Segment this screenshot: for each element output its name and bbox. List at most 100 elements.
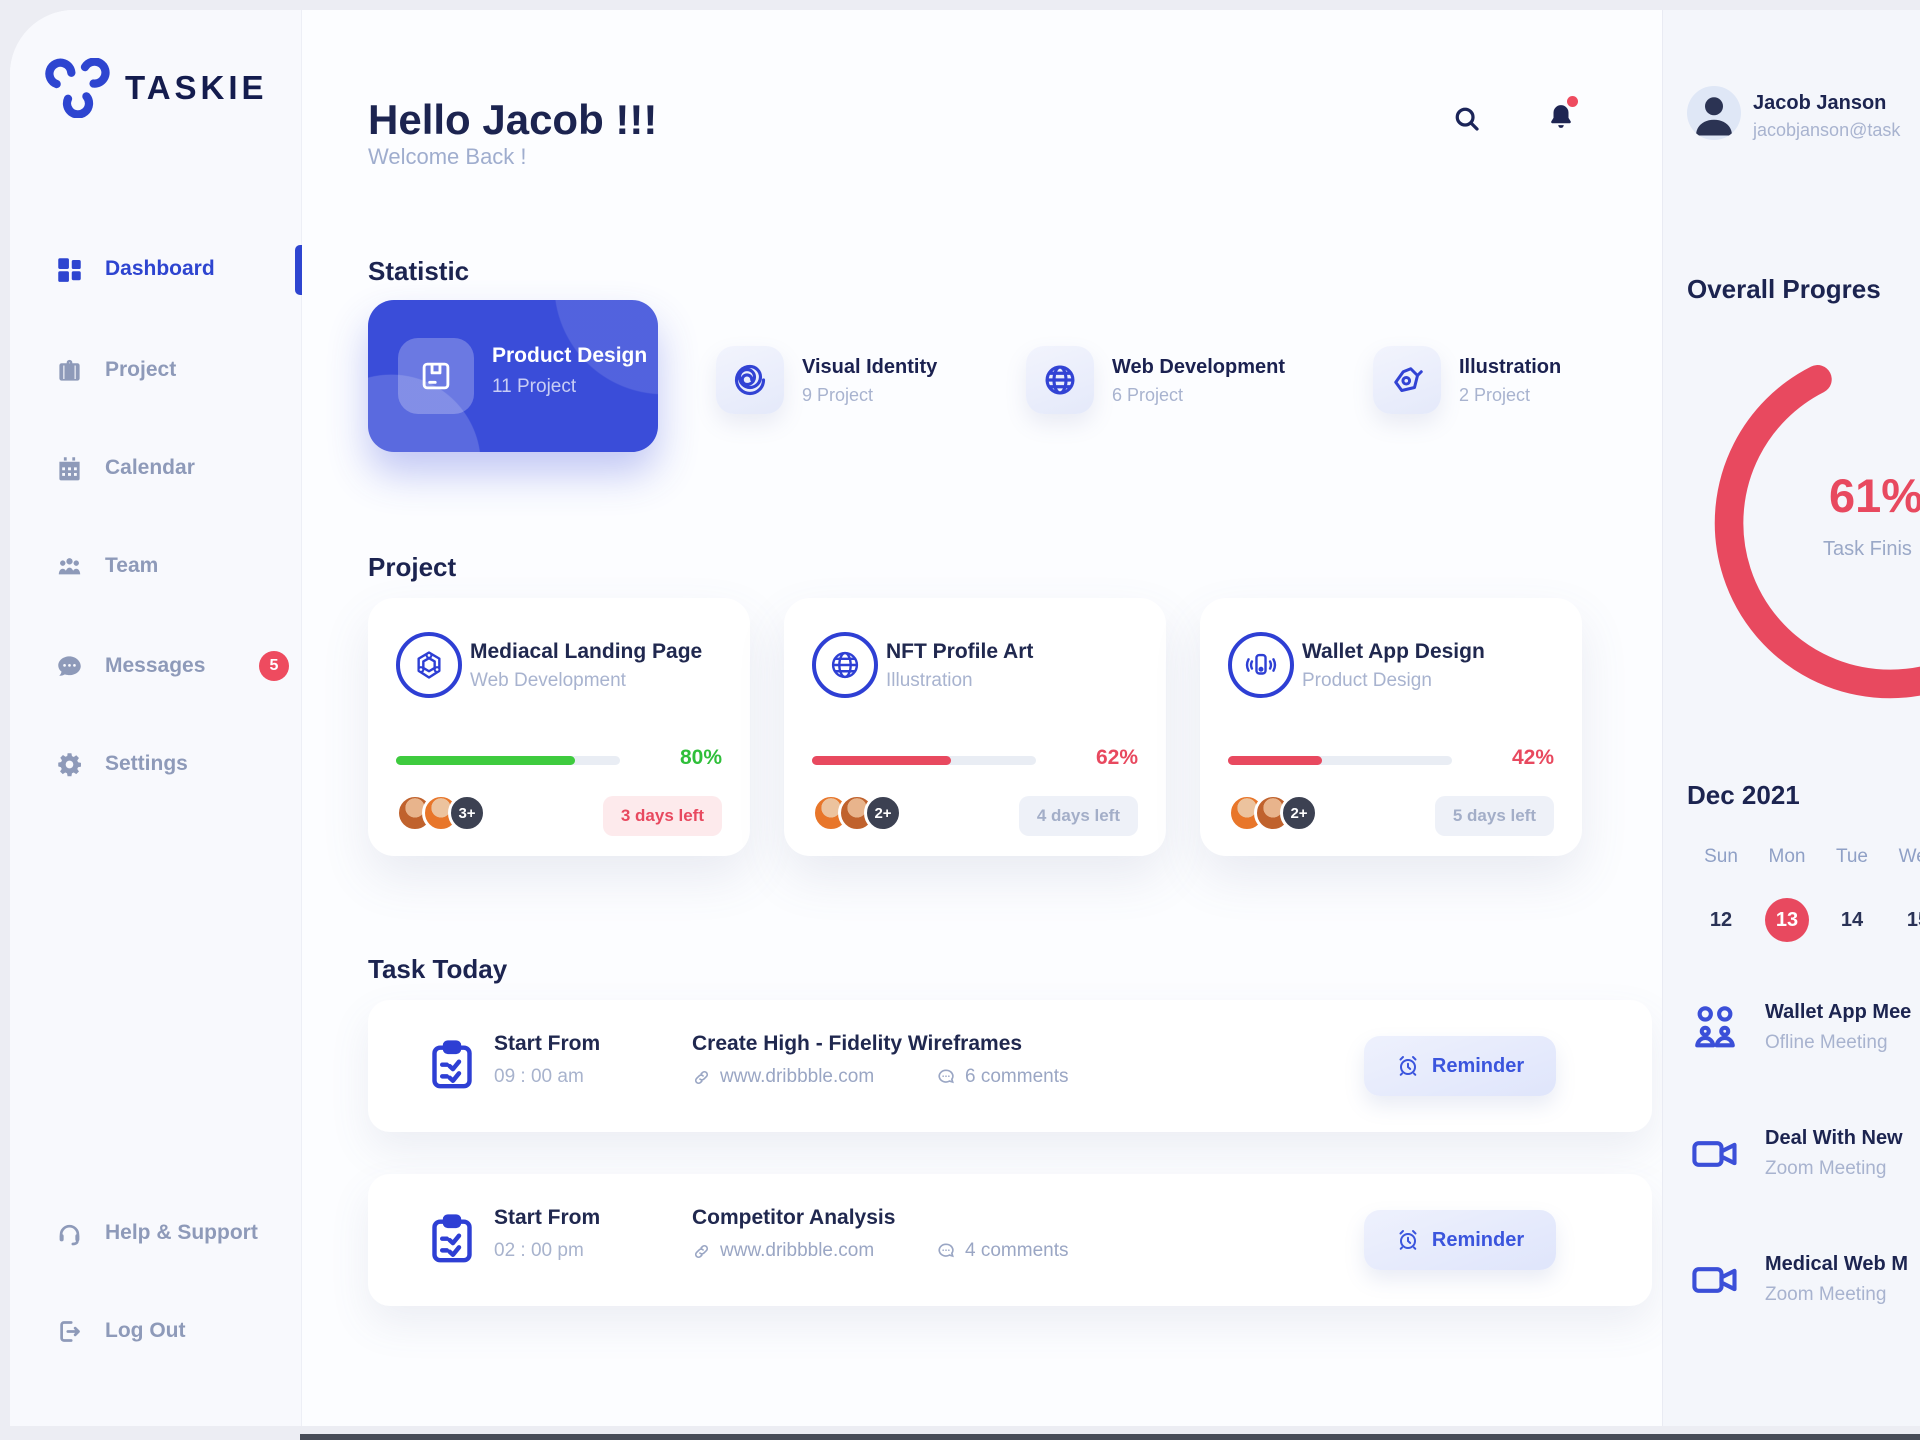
project-title: Project	[368, 551, 457, 582]
days-left-badge: 4 days left	[1018, 796, 1138, 836]
sidebar-item-label: Team	[105, 554, 159, 577]
hexagon-node-icon	[396, 632, 462, 698]
overall-progress-percent: 61%	[1829, 469, 1920, 522]
pen-nib-icon	[1373, 346, 1441, 414]
calendar-day-header: Sun	[1704, 846, 1738, 867]
page-subtitle: Welcome Back !	[368, 144, 527, 169]
calendar-date[interactable]: 15	[1906, 909, 1920, 931]
globe-icon	[812, 632, 878, 698]
notifications-button[interactable]	[1538, 94, 1584, 140]
sidebar-item-messages[interactable]: Messages 5	[55, 638, 291, 694]
search-button[interactable]	[1444, 96, 1490, 142]
task-today-title: Task Today	[368, 953, 508, 984]
notification-dot	[1567, 96, 1578, 107]
task-link[interactable]: www.dribbble.com	[692, 1240, 874, 1262]
sidebar-item-dashboard[interactable]: Dashboard	[55, 241, 291, 297]
stat-card-product-design[interactable]: Product Design 11 Project	[368, 300, 658, 452]
reminder-button-label: Reminder	[1431, 1228, 1525, 1251]
project-card[interactable]: NFT Profile Art Illustration 62% 2+ 4 da…	[784, 598, 1166, 856]
avatar-group: 2+	[1228, 794, 1318, 832]
sidebar-item-settings[interactable]: Settings	[55, 736, 291, 792]
active-nav-indicator	[295, 245, 303, 295]
reminder-button[interactable]: Reminder	[1364, 1036, 1556, 1096]
meeting-item[interactable]: Deal With New Zoom Meeting	[1689, 1128, 1903, 1180]
reminder-button-label: Reminder	[1431, 1054, 1525, 1077]
swirl-icon	[716, 346, 784, 414]
video-camera-icon	[1689, 1128, 1741, 1180]
sidebar-item-logout[interactable]: Log Out	[55, 1303, 291, 1359]
package-icon	[398, 338, 474, 414]
calendar-icon	[55, 454, 83, 482]
gear-icon	[55, 750, 83, 778]
meeting-title: Deal With New	[1765, 1127, 1903, 1149]
alarm-clock-icon	[1399, 1230, 1417, 1250]
link-icon	[694, 1070, 709, 1084]
stat-card-illustration[interactable]: Illustration 2 Project	[1373, 346, 1561, 414]
video-camera-icon	[1689, 1254, 1741, 1306]
sidebar-item-label: Settings	[105, 752, 188, 775]
messages-badge: 5	[259, 651, 289, 681]
progress-fill	[396, 756, 576, 765]
bell-icon	[1551, 105, 1571, 128]
calendar-date[interactable]: 12	[1709, 909, 1733, 931]
stat-card-count: 6 Project	[1112, 384, 1184, 405]
sidebar-item-calendar[interactable]: Calendar	[55, 440, 291, 496]
stat-card-title: Web Development	[1112, 355, 1285, 378]
dashboard-icon	[55, 255, 83, 283]
progress-track	[1228, 756, 1452, 765]
task-row[interactable]: Start From 02 : 00 pm Competitor Analysi…	[368, 1174, 1652, 1306]
task-link-text: www.dribbble.com	[720, 1066, 875, 1087]
sidebar-item-label: Project	[105, 358, 177, 381]
app-logo: TASKIE	[45, 58, 268, 118]
stat-card-visual-identity[interactable]: Visual Identity 9 Project	[716, 346, 937, 414]
project-card-title: Wallet App Design	[1302, 640, 1485, 663]
globe-icon	[1026, 346, 1094, 414]
sidebar: TASKIE Dashboard Project Calendar	[10, 10, 303, 1426]
progress-fill	[812, 756, 951, 765]
sidebar-item-project[interactable]: Project	[55, 342, 291, 398]
progress-fill	[1228, 756, 1323, 765]
task-comments[interactable]: 4 comments	[936, 1240, 1068, 1262]
reminder-button[interactable]: Reminder	[1364, 1210, 1556, 1270]
stat-card-count: 11 Project	[492, 376, 577, 397]
stat-card-web-development[interactable]: Web Development 6 Project	[1026, 346, 1285, 414]
progress-percent: 80%	[679, 746, 722, 769]
meeting-item[interactable]: Medical Web M Zoom Meeting	[1689, 1254, 1908, 1306]
task-title: Create High - Fidelity Wireframes	[692, 1032, 1023, 1055]
meeting-item[interactable]: Wallet App Mee Ofline Meeting	[1689, 1002, 1911, 1054]
avatar-extra-count: 2+	[864, 794, 902, 832]
project-card[interactable]: Mediacal Landing Page Web Development 80…	[368, 598, 750, 856]
meeting-type: Zoom Meeting	[1765, 1284, 1887, 1305]
project-card-category: Illustration	[886, 670, 973, 691]
task-row[interactable]: Start From 09 : 00 am Create High - Fide…	[368, 1000, 1652, 1132]
stat-card-title: Product Design	[492, 344, 648, 367]
headset-icon	[55, 1219, 83, 1247]
profile-avatar[interactable]	[1687, 86, 1741, 140]
task-comments[interactable]: 6 comments	[936, 1066, 1068, 1088]
sidebar-item-label: Messages	[105, 654, 206, 677]
avatar-extra-count: 3+	[448, 794, 486, 832]
sidebar-item-help-support[interactable]: Help & Support	[55, 1205, 291, 1261]
progress-percent: 62%	[1095, 746, 1138, 769]
sidebar-item-label: Help & Support	[105, 1221, 258, 1244]
calendar-date[interactable]: 14	[1840, 909, 1864, 931]
app-title: TASKIE	[125, 69, 268, 106]
person-icon	[1696, 97, 1732, 136]
progress-ring	[1714, 347, 1920, 699]
task-link[interactable]: www.dribbble.com	[692, 1066, 874, 1088]
sidebar-item-team[interactable]: Team	[55, 538, 291, 594]
link-icon	[694, 1244, 709, 1258]
meeting-type: Zoom Meeting	[1765, 1158, 1887, 1179]
comment-icon	[938, 1069, 954, 1084]
alarm-clock-icon	[1399, 1056, 1417, 1076]
page-greeting: Hello Jacob !!!	[368, 96, 658, 144]
overall-progress-title: Overall Progres	[1687, 273, 1881, 304]
main-content: Hello Jacob !!! Welcome Back ! Statistic…	[302, 10, 1662, 1426]
window-bottom-edge	[300, 1434, 1920, 1440]
calendar-month: Dec 2021	[1687, 779, 1800, 810]
task-time: 09 : 00 am	[494, 1066, 584, 1087]
task-start-label: Start From	[494, 1032, 601, 1055]
calendar-date-selected[interactable]: 13	[1765, 898, 1809, 942]
calendar-day-header: Mon	[1768, 846, 1806, 867]
project-card[interactable]: Wallet App Design Product Design 42% 2+ …	[1200, 598, 1582, 856]
